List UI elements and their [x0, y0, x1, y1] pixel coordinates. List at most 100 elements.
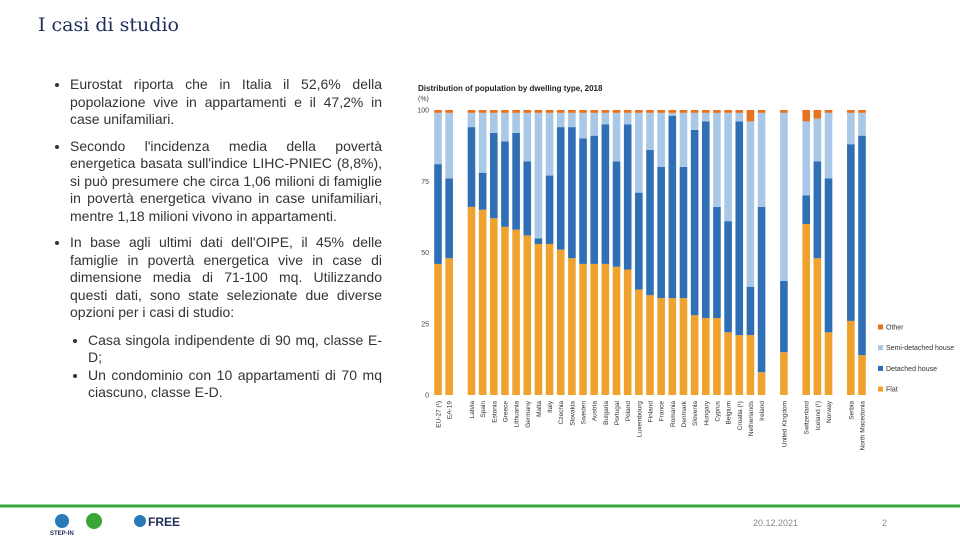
x-tick-label: Bulgaria	[603, 401, 610, 425]
bar-segment	[590, 263, 599, 395]
logo-text: FREE	[148, 515, 180, 529]
bar-segment	[601, 110, 610, 113]
bar-segment	[612, 266, 621, 395]
bar-segment	[701, 112, 710, 122]
logo-text: STEP-IN	[50, 531, 74, 537]
logo-icon	[55, 514, 69, 528]
x-tick-label: France	[659, 401, 666, 422]
bar-segment	[623, 110, 632, 113]
legend-label: Semi-detached house	[886, 345, 954, 352]
bar-segment	[635, 110, 643, 113]
bar-segment	[824, 112, 833, 179]
bar-segment	[690, 129, 699, 316]
bar-segment	[467, 110, 476, 113]
x-tick-label: Norway	[826, 400, 833, 423]
bar-segment	[467, 127, 476, 207]
bar-segment	[478, 172, 487, 210]
bar-segment	[780, 281, 788, 353]
legend-swatch	[878, 324, 883, 330]
bar-segment	[735, 335, 744, 395]
x-tick-label: Czechia	[558, 401, 565, 425]
bar-segment	[478, 110, 487, 113]
date: 20.12.2021	[753, 518, 798, 528]
bar-segment	[467, 206, 476, 395]
bar-segment	[568, 112, 576, 128]
bar-segment	[668, 112, 677, 116]
bar-segment	[724, 110, 732, 113]
bar-segment	[813, 118, 822, 162]
bar-segment	[534, 112, 543, 239]
x-tick-label: EU-27 (¹)	[436, 401, 443, 428]
logo-icon	[86, 513, 102, 529]
bar-segment	[668, 110, 677, 113]
bar-segment	[489, 132, 498, 219]
y-tick-label: 75	[421, 179, 429, 186]
x-tick-label: Slovakia	[569, 401, 576, 426]
bar-segment	[612, 161, 621, 267]
bar-segment	[813, 258, 822, 395]
y-tick-label: 0	[425, 393, 429, 400]
y-tick-label: 50	[421, 250, 429, 257]
bar-segment	[623, 112, 632, 125]
sub-bullet: Un condominio con 10 appartamenti di 70 …	[88, 367, 382, 402]
x-tick-label: Romania	[670, 401, 677, 427]
bar-segment	[657, 298, 665, 395]
bar-segment	[434, 263, 442, 395]
bar-segment	[858, 112, 866, 136]
bar-segment	[556, 112, 565, 128]
bar-segment	[668, 298, 677, 395]
bar-segment	[523, 235, 532, 395]
bar-segment	[657, 167, 665, 299]
bar-segment	[478, 112, 487, 173]
bar-segment	[556, 127, 565, 250]
bar-segment	[701, 318, 710, 395]
bar-segment	[824, 178, 833, 333]
x-tick-label: Poland	[625, 401, 632, 422]
bar-segment	[802, 195, 811, 224]
y-tick-label: 25	[421, 321, 429, 328]
bar-segment	[679, 110, 688, 113]
bar-segment	[802, 110, 811, 122]
bar-segment	[489, 112, 498, 133]
bar-segment	[512, 112, 520, 133]
bullet-list: Eurostat riporta che in Italia il 52,6% …	[50, 76, 382, 322]
bar-segment	[713, 110, 721, 113]
bar-segment	[445, 178, 453, 259]
bar-segment	[724, 112, 732, 222]
x-tick-label: Serbia	[848, 401, 855, 420]
bar-segment	[590, 110, 599, 113]
x-tick-label: Finland	[648, 401, 655, 423]
bar-segment	[780, 112, 788, 281]
bar-segment	[757, 112, 766, 207]
bar-segment	[512, 110, 520, 113]
x-tick-label: Spain	[480, 401, 487, 418]
legend-label: Detached house	[886, 366, 937, 373]
x-tick-label: Portugal	[614, 400, 621, 425]
bar-segment	[445, 258, 453, 395]
bar-segment	[523, 110, 532, 113]
bar-segment	[489, 218, 498, 395]
bar-segment	[701, 121, 710, 319]
bar-segment	[612, 110, 621, 113]
legend-swatch	[878, 365, 883, 371]
bar-segment	[735, 121, 744, 336]
page-number: 2	[882, 518, 887, 528]
bar-segment	[601, 112, 610, 125]
bar-segment	[668, 115, 677, 299]
bar-segment	[545, 110, 554, 113]
bar-segment	[545, 243, 554, 395]
bar-segment	[757, 372, 766, 395]
bar-segment	[858, 110, 866, 113]
bar-segment	[679, 298, 688, 395]
bar-segment	[512, 132, 520, 230]
bar-segment	[847, 320, 855, 395]
x-tick-label: Switzerland	[804, 401, 811, 435]
x-tick-label: Netherlands	[748, 400, 755, 436]
slide-title: I casi di studio	[38, 14, 179, 36]
x-tick-label: Hungary	[703, 400, 710, 425]
bar-segment	[501, 226, 509, 395]
bar-segment	[780, 110, 788, 113]
x-tick-label: EA-19	[447, 401, 454, 419]
bar-segment	[590, 112, 599, 136]
